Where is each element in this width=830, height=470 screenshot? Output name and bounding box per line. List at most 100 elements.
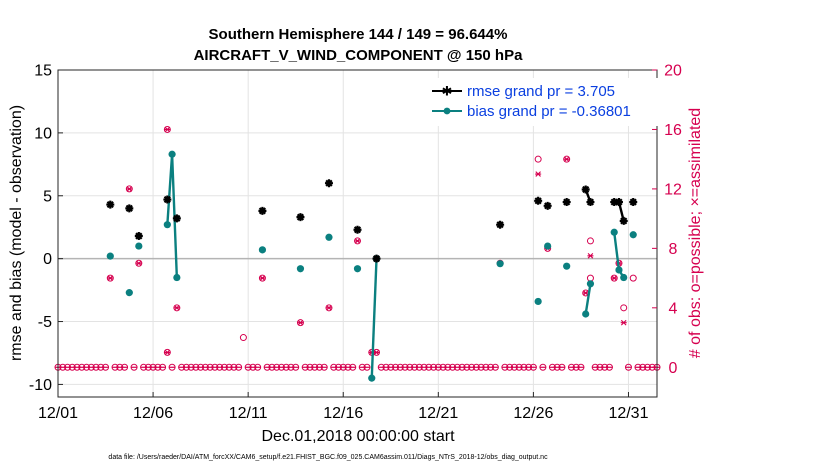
rmse-point xyxy=(324,179,333,188)
chart-title-line-1: Southern Hemisphere 144 / 149 = 96.644% xyxy=(209,26,508,43)
obs-assimilated-marker xyxy=(325,305,332,311)
legend-rmse-marker: ✱ xyxy=(442,85,453,100)
chart-title-line-2: AIRCRAFT_V_WIND_COMPONENT @ 150 hPa xyxy=(194,47,524,64)
bias-point xyxy=(496,260,504,268)
y-tick-label: 0 xyxy=(43,251,52,268)
obs-possible-marker xyxy=(586,237,594,245)
y-tick-label: 15 xyxy=(34,63,52,80)
bias-point xyxy=(368,374,376,382)
legend-bias-marker xyxy=(443,107,451,115)
bias-point xyxy=(296,265,305,273)
legend-box xyxy=(425,78,659,126)
obs-assimilated-marker xyxy=(107,275,114,281)
bias-point xyxy=(125,289,133,297)
legend: ✱ rmse grand pr = 3.705 bias grand pr = … xyxy=(425,78,659,126)
rmse-point xyxy=(534,196,543,205)
bias-line-segment xyxy=(584,283,592,315)
rmse-point xyxy=(610,198,619,207)
obs-possible-marker xyxy=(239,334,247,342)
rmse-point xyxy=(106,200,115,209)
rmse-point xyxy=(629,198,638,207)
y-right-tick-label: 4 xyxy=(669,300,678,317)
x-tick-label: 12/31 xyxy=(608,405,648,422)
rmse-point xyxy=(614,198,623,207)
series-layer xyxy=(106,150,638,382)
obs-assimilated-marker xyxy=(582,290,589,296)
y-tick-label: -5 xyxy=(38,314,52,331)
rmse-point xyxy=(496,220,505,229)
legend-bias-label: bias grand pr = -0.36801 xyxy=(467,103,631,120)
bias-point xyxy=(610,228,618,236)
obs-assimilated-marker xyxy=(373,349,380,356)
obs-assimilated-marker xyxy=(587,253,594,259)
y-tick-label: -10 xyxy=(29,377,52,394)
x-axis-label: Dec.01,2018 00:00:00 start xyxy=(261,428,455,445)
rmse-point xyxy=(172,214,181,223)
x-tick-label: 12/21 xyxy=(418,405,458,422)
obs-assimilated-marker xyxy=(620,319,627,326)
obs-assimilated-marker xyxy=(135,260,142,267)
obs-assimilated-marker xyxy=(164,349,171,356)
rmse-point xyxy=(125,204,134,213)
bias-point xyxy=(544,242,552,250)
bias-point xyxy=(135,242,143,250)
obs-possible-marker xyxy=(629,274,637,282)
bias-point xyxy=(629,231,637,239)
rmse-point xyxy=(619,216,628,225)
bias-point xyxy=(620,273,628,282)
plot-frame xyxy=(57,69,658,398)
data-file-footer: data file: /Users/raeder/DAI/ATM_forcXX/… xyxy=(108,454,548,461)
obs-possible-marker xyxy=(620,304,628,312)
obs-assimilated-marker xyxy=(354,238,361,244)
y-tick-label: 5 xyxy=(43,188,52,205)
rmse-point xyxy=(543,201,552,210)
bias-point xyxy=(325,233,333,241)
y-right-tick-label: 16 xyxy=(664,122,682,139)
y-right-tick-label: 0 xyxy=(669,360,678,377)
x-tick-label: 12/26 xyxy=(513,405,553,422)
y-right-tick-label: 20 xyxy=(664,63,682,80)
obs-assimilated-marker xyxy=(126,186,133,192)
ticks-layer: 12/01 12/06 12/11 12/16 12/21 12/26 12/31 -10 -5… xyxy=(29,63,682,423)
bias-point xyxy=(353,265,362,273)
y-axis-label-left: rmse and bias (model - observation) xyxy=(8,105,25,361)
rmse-point xyxy=(258,206,267,215)
rmse-point xyxy=(581,185,590,194)
rmse-point xyxy=(372,254,381,263)
obs-possible-marker xyxy=(534,155,542,163)
obs-assimilated-marker xyxy=(173,305,180,311)
bias-point xyxy=(173,273,181,282)
rmse-point xyxy=(163,195,172,204)
rmse-point xyxy=(562,198,571,207)
bias-point xyxy=(258,246,267,254)
bias-line-segment xyxy=(370,258,378,379)
obs-assimilated-marker xyxy=(563,156,570,162)
bias-point xyxy=(534,297,542,306)
x-tick-label: 12/06 xyxy=(133,405,173,422)
rmse-point xyxy=(586,198,595,207)
bias-point xyxy=(615,266,623,274)
bias-point xyxy=(168,150,176,158)
obs-assimilated-marker xyxy=(164,126,171,133)
x-tick-label: 12/16 xyxy=(323,405,363,422)
obs-assimilated-marker xyxy=(611,275,618,281)
y-tick-label: 10 xyxy=(34,125,52,142)
y-axis-label-right: # of obs: o=possible; ×=assimilated xyxy=(687,108,704,358)
legend-rmse-label: rmse grand pr = 3.705 xyxy=(467,83,615,100)
x-tick-label: 12/01 xyxy=(38,405,78,422)
x-tick-label: 12/11 xyxy=(229,405,268,422)
obs-assimilated-marker xyxy=(259,275,266,281)
bias-point xyxy=(163,221,171,229)
bias-point xyxy=(582,310,590,318)
y-right-tick-label: 12 xyxy=(664,181,682,198)
obs-assimilated-marker xyxy=(535,171,542,177)
bias-point xyxy=(106,252,114,260)
rmse-point xyxy=(296,213,305,222)
y-right-tick-label: 8 xyxy=(669,241,678,258)
rmse-point xyxy=(353,225,362,234)
bias-point xyxy=(586,280,595,288)
obs-assimilated-marker xyxy=(297,319,304,326)
rmse-point xyxy=(134,232,143,241)
bias-point xyxy=(563,262,571,270)
